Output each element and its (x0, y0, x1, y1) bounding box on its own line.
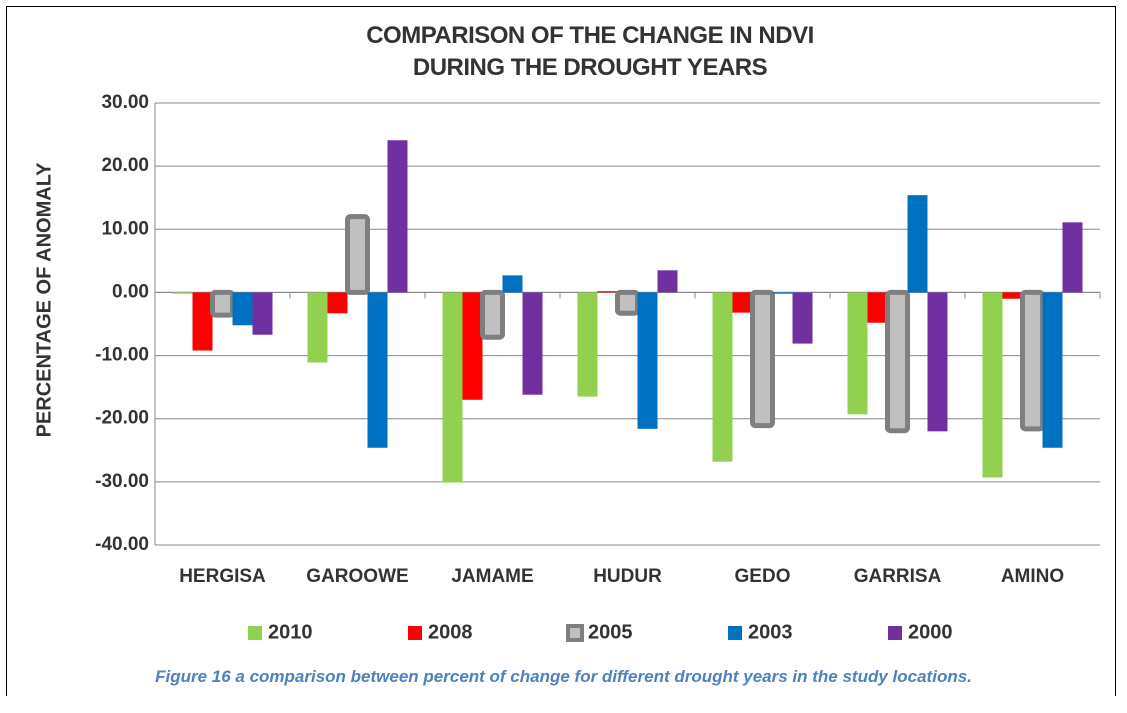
bar (615, 289, 640, 316)
bar (232, 292, 253, 326)
bar (772, 292, 793, 294)
legend-label: 2010 (268, 621, 313, 643)
x-tick-label: GARRISA (854, 566, 942, 587)
x-tick-label: AMINO (1001, 566, 1064, 587)
bar (1042, 292, 1063, 448)
legend-label: 2000 (908, 621, 953, 643)
bar (210, 289, 235, 318)
y-tick-label: 0.00 (112, 281, 149, 302)
legend-label: 2003 (748, 621, 793, 643)
legend-swatch (408, 626, 422, 640)
legend-swatch (248, 626, 262, 640)
x-tick-label: JAMAME (451, 566, 533, 587)
bar (345, 214, 370, 295)
bar (480, 289, 505, 340)
bar (1020, 289, 1045, 432)
bar (885, 289, 910, 434)
y-tick-label: 20.00 (101, 155, 149, 176)
bar (637, 292, 658, 429)
bar (927, 292, 948, 432)
legend-label: 2005 (588, 621, 633, 643)
bar (252, 292, 273, 335)
x-tick-label: GEDO (735, 566, 791, 587)
bar (792, 292, 813, 344)
y-tick-label: 30.00 (101, 92, 149, 113)
bar (172, 292, 193, 294)
bar (522, 292, 543, 395)
figure-caption: Figure 16 a comparison between percent o… (155, 667, 972, 686)
bar (462, 292, 483, 400)
bar (597, 291, 618, 293)
legend-swatch (728, 626, 742, 640)
bar (982, 292, 1003, 478)
legend-label: 2008 (428, 621, 473, 643)
bar (732, 292, 753, 313)
bar (1002, 292, 1023, 299)
y-tick-label: -30.00 (95, 471, 149, 492)
bar (847, 292, 868, 415)
bar (577, 292, 598, 397)
legend-swatch (888, 626, 902, 640)
bar (712, 292, 733, 462)
bar (192, 292, 213, 351)
bar (502, 275, 523, 293)
y-axis-label: PERCENTAGE OF ANOMALY (33, 162, 55, 437)
chart-title: COMPARISON OF THE CHANGE IN NDVI DURING … (366, 22, 814, 81)
bar (750, 289, 775, 429)
bar (907, 195, 928, 293)
y-tick-label: -40.00 (95, 534, 149, 555)
bar (387, 140, 408, 293)
bar (327, 292, 348, 314)
bar (867, 292, 888, 323)
y-tick-label: 10.00 (101, 218, 149, 239)
x-tick-label: HERGISA (179, 566, 266, 587)
y-tick-label: -20.00 (95, 408, 149, 429)
chart-frame (6, 6, 1116, 696)
bar (1062, 222, 1083, 293)
bar (442, 292, 463, 483)
x-tick-label: GAROOWE (306, 566, 408, 587)
bar (307, 292, 328, 363)
x-tick-label: HUDUR (593, 566, 662, 587)
bar (367, 292, 388, 448)
y-tick-label: -10.00 (95, 345, 149, 366)
legend-swatch (566, 624, 584, 642)
bar (657, 270, 678, 293)
